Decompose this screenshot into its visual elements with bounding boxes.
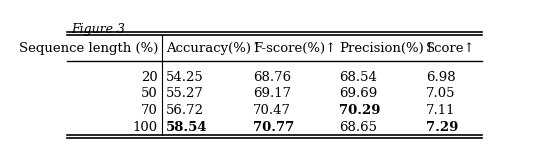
Text: 68.54: 68.54 [339,71,377,84]
Text: 7.11: 7.11 [426,104,456,117]
Text: 70.77: 70.77 [253,121,294,134]
Text: 68.65: 68.65 [339,121,377,134]
Text: 58.54: 58.54 [166,121,208,134]
Text: 6.98: 6.98 [426,71,456,84]
Text: Figure 3: Figure 3 [71,23,125,36]
Text: 56.72: 56.72 [166,104,204,117]
Text: Precision(%)↑: Precision(%)↑ [339,42,435,55]
Text: 7.29: 7.29 [426,121,458,134]
Text: 54.25: 54.25 [166,71,204,84]
Text: Sequence length (%): Sequence length (%) [19,42,158,55]
Text: 70.29: 70.29 [339,104,381,117]
Text: 70.47: 70.47 [253,104,291,117]
Text: 20: 20 [142,71,158,84]
Text: 68.76: 68.76 [253,71,291,84]
Text: 69.17: 69.17 [253,87,291,100]
Text: 50: 50 [142,87,158,100]
Text: Accuracy(%)↑: Accuracy(%)↑ [166,42,263,55]
Text: 100: 100 [133,121,158,134]
Text: 70: 70 [141,104,158,117]
Text: F-score(%)↑: F-score(%)↑ [253,42,336,55]
Text: 55.27: 55.27 [166,87,204,100]
Text: Score↑: Score↑ [426,42,475,55]
Text: 7.05: 7.05 [426,87,456,100]
Text: 69.69: 69.69 [339,87,378,100]
